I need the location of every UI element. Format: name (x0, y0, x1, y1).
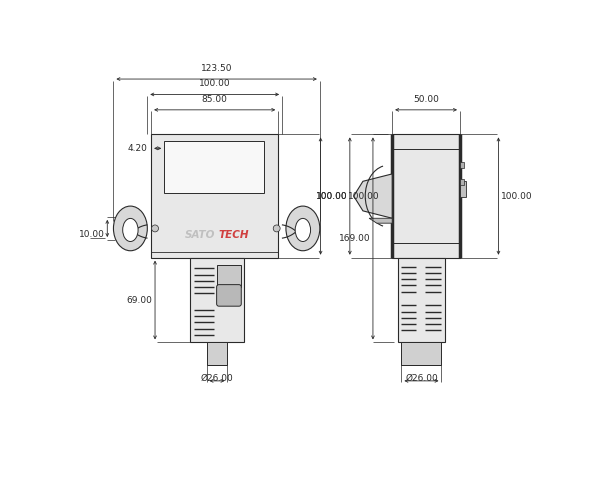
Text: 100.00: 100.00 (316, 192, 348, 201)
Bar (398, 258, 446, 342)
Text: Ø26.00: Ø26.00 (405, 374, 438, 383)
Circle shape (152, 225, 159, 232)
Text: SATO: SATO (185, 229, 215, 240)
Text: 169.00: 169.00 (339, 234, 371, 243)
Text: 100.00: 100.00 (316, 192, 348, 201)
Text: 123.50: 123.50 (201, 64, 233, 73)
Polygon shape (369, 218, 392, 223)
Ellipse shape (295, 218, 310, 241)
Text: 100.00: 100.00 (348, 192, 379, 201)
Bar (217, 265, 241, 287)
Text: 10.00: 10.00 (79, 230, 105, 239)
Text: 85.00: 85.00 (202, 95, 228, 103)
Ellipse shape (113, 206, 147, 251)
Text: TECH: TECH (218, 229, 248, 240)
Bar (164, 141, 264, 193)
Text: Ø26.00: Ø26.00 (201, 374, 233, 383)
Text: 69.00: 69.00 (127, 296, 153, 305)
Bar (392, 135, 460, 258)
FancyBboxPatch shape (217, 285, 241, 306)
Circle shape (273, 225, 280, 232)
Bar (401, 342, 441, 365)
Bar (460, 181, 466, 197)
Ellipse shape (286, 206, 320, 251)
Text: 4.20: 4.20 (127, 144, 147, 153)
Ellipse shape (122, 218, 138, 241)
Bar (207, 342, 228, 365)
Bar (460, 161, 464, 168)
Text: 100.00: 100.00 (501, 192, 532, 201)
Bar (460, 179, 464, 185)
Text: 100.00: 100.00 (199, 80, 231, 88)
Polygon shape (354, 174, 392, 218)
Text: 50.00: 50.00 (413, 95, 439, 103)
Bar (151, 135, 278, 258)
Bar (190, 258, 244, 342)
